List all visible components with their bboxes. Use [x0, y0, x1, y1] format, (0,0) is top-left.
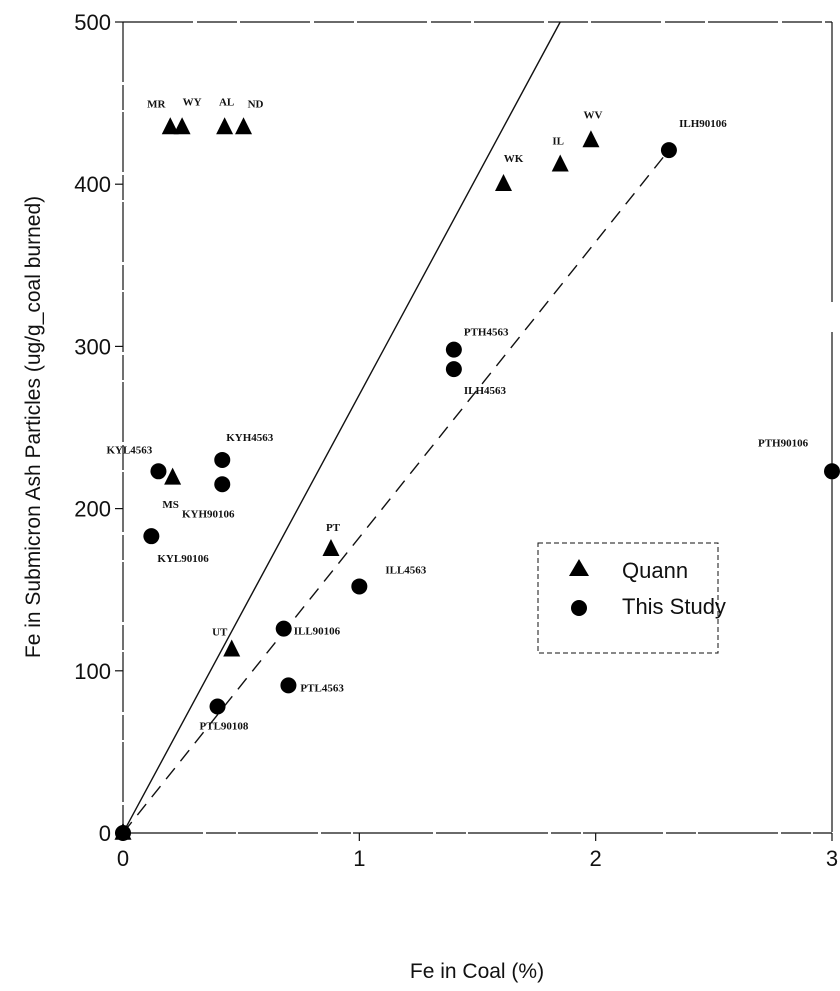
fit-lines — [122, 21, 670, 834]
pth4563-point — [445, 341, 462, 358]
wv-point — [582, 130, 600, 148]
point-label-il: IL — [552, 136, 564, 148]
x-tick-label: 3 — [826, 846, 838, 871]
point-label-ptl4563: PTL4563 — [300, 682, 344, 694]
ill90106-point — [275, 620, 292, 637]
origin-point — [115, 825, 131, 841]
legend-circle-icon — [571, 600, 587, 616]
point-label-ms: MS — [162, 499, 179, 511]
nd-point — [235, 117, 253, 135]
point-label-ilh90106: ILH90106 — [679, 118, 727, 130]
x-tick-label: 2 — [590, 846, 602, 871]
kyl90106-point — [143, 528, 160, 545]
axes: 0 100 200 300 400 500 0 1 2 3 — [74, 10, 838, 871]
al-point — [216, 117, 234, 135]
ilh4563-point — [445, 361, 462, 378]
ptl90108-point — [209, 698, 226, 715]
x-tick-label: 1 — [353, 846, 365, 871]
legend-triangle-icon — [569, 559, 589, 576]
y-tick-label: 400 — [74, 172, 111, 197]
point-label-ill90106: ILL90106 — [294, 626, 341, 638]
point-label-pth90106: PTH90106 — [758, 437, 809, 449]
plot-frame — [122, 21, 833, 834]
point-label-ill4563: ILL4563 — [385, 564, 426, 576]
data-points — [114, 117, 840, 841]
point-label-al: AL — [219, 96, 234, 108]
ms-point — [164, 467, 182, 485]
mr-point — [161, 117, 179, 135]
ill4563-point — [351, 578, 368, 595]
point-label-kyl4563: KYL4563 — [106, 444, 152, 456]
point-label-kyh90106: KYH90106 — [182, 508, 235, 520]
point-label-wy: WY — [183, 96, 202, 108]
y-tick-label: 200 — [74, 497, 111, 522]
wk-point — [494, 174, 512, 191]
point-label-wk: WK — [504, 153, 524, 165]
x-tick-label: 0 — [117, 846, 129, 871]
kyl4563-point — [150, 463, 167, 480]
point-label-ilh4563: ILH4563 — [464, 385, 507, 397]
point-label-kyl90106: KYL90106 — [157, 553, 209, 565]
legend-label-this-study: This Study — [622, 594, 726, 619]
y-tick-label: 100 — [74, 659, 111, 684]
point-label-wv: WV — [583, 109, 602, 121]
legend: Quann This Study — [537, 542, 726, 654]
y-tick-label: 300 — [74, 334, 111, 359]
point-labels: MR WY AL ND WK IL WV MS PT UT ILH90106 PTH4563 ILH45… — [106, 96, 808, 732]
legend-label-quann: Quann — [622, 558, 688, 583]
kyh4563-point — [214, 451, 231, 468]
point-label-ptl90108: PTL90108 — [200, 720, 249, 732]
kyh90106-point — [214, 476, 231, 493]
point-label-kyh4563: KYH4563 — [226, 432, 274, 444]
point-label-pt: PT — [326, 522, 341, 534]
point-label-pth4563: PTH4563 — [464, 327, 509, 339]
y-tick-label: 0 — [99, 821, 111, 846]
point-label-ut: UT — [212, 627, 228, 639]
y-tick-label: 500 — [74, 10, 111, 35]
point-label-mr: MR — [147, 98, 166, 110]
pth90106-point — [824, 463, 840, 480]
y-axis-title: Fe in Submicron Ash Particles (ug/g_coal… — [22, 196, 45, 658]
ut-point — [223, 639, 241, 657]
pt-point — [322, 538, 340, 556]
wy-point — [173, 117, 191, 135]
quann-fit-line — [122, 21, 561, 834]
ptl4563-point — [280, 677, 297, 694]
x-axis-title: Fe in Coal (%) — [410, 960, 544, 983]
il-point — [551, 154, 569, 172]
this-study-fit-line — [122, 149, 670, 834]
point-label-nd: ND — [248, 98, 264, 110]
ilh90106-point — [660, 142, 677, 159]
legend-box — [537, 542, 719, 654]
